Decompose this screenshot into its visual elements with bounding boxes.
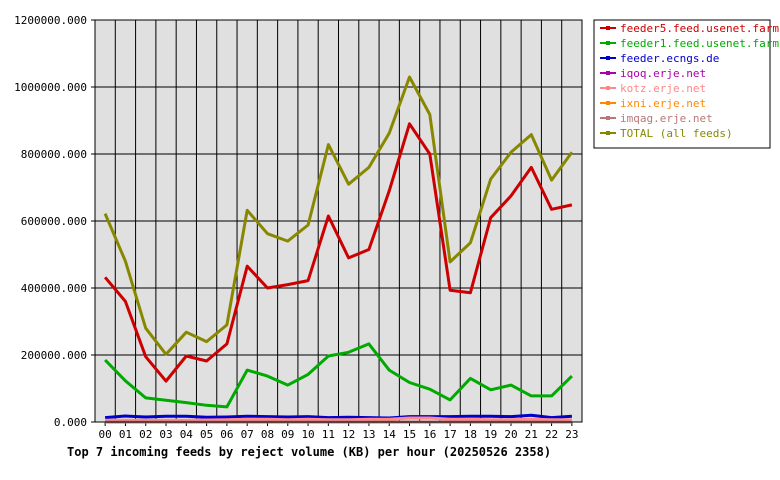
x-tick-label: 19 <box>484 428 497 441</box>
x-tick-label: 02 <box>139 428 152 441</box>
x-tick-label: 13 <box>362 428 375 441</box>
x-tick-label: 12 <box>342 428 355 441</box>
legend-marker <box>606 71 610 75</box>
x-tick-label: 01 <box>119 428 132 441</box>
x-tick-label: 00 <box>99 428 112 441</box>
x-tick-label: 03 <box>159 428 172 441</box>
y-tick-label: 800000.000 <box>21 148 87 161</box>
x-tick-label: 22 <box>545 428 558 441</box>
x-tick-label: 09 <box>281 428 294 441</box>
series-line-7 <box>103 75 574 356</box>
x-tick-label: 06 <box>220 428 233 441</box>
y-tick-label: 600000.000 <box>21 215 87 228</box>
legend-marker <box>606 41 610 45</box>
x-tick-label: 14 <box>383 428 397 441</box>
x-tick-label: 05 <box>200 428 213 441</box>
x-tick-label: 08 <box>261 428 274 441</box>
legend-label: kotz.erje.net <box>620 82 706 95</box>
legend-marker <box>606 56 610 60</box>
y-tick-label: 200000.000 <box>21 349 87 362</box>
x-tick-label: 10 <box>301 428 314 441</box>
plot-frame <box>94 19 583 423</box>
legend-box <box>593 19 771 149</box>
x-tick-label: 16 <box>423 428 436 441</box>
legend-label: feeder5.feed.usenet.farm <box>620 22 779 35</box>
x-tick-label: 18 <box>464 428 477 441</box>
legend: feeder5.feed.usenet.farm feeder1.feed.use… <box>593 19 779 149</box>
chart-title: Top 7 incoming feeds by reject volume (K… <box>67 445 551 459</box>
x-tick-label: 07 <box>241 428 254 441</box>
legend-marker <box>606 131 610 135</box>
y-tick-label: 1200000.000 <box>14 14 87 27</box>
grid-lines <box>95 20 582 422</box>
series-line-1 <box>104 342 573 409</box>
legend-marker <box>606 26 610 30</box>
x-tick-label: 11 <box>322 428 335 441</box>
x-tick-label: 17 <box>443 428 456 441</box>
legend-label: imqag.erje.net <box>620 112 713 125</box>
series-line-0 <box>103 122 573 383</box>
legend-label: feeder.ecngs.de <box>620 52 719 65</box>
legend-label: iqoq.erje.net <box>620 67 706 80</box>
x-tick-label: 04 <box>180 428 194 441</box>
legend-label: TOTAL (all feeds) <box>620 127 733 140</box>
y-tick-label: 400000.000 <box>21 282 87 295</box>
y-tick-label: 1000000.000 <box>14 81 87 94</box>
legend-marker <box>606 116 610 120</box>
x-tick-label: 23 <box>565 428 578 441</box>
x-tick-label: 21 <box>525 428 538 441</box>
series-line-2 <box>104 413 572 420</box>
x-tick-label: 15 <box>403 428 416 441</box>
y-axis-ticks: 0.000 200000.000 400000.000 600000.000 80000… <box>14 14 95 429</box>
legend-label: feeder1.feed.usenet.farm <box>620 37 779 50</box>
series-line-4 <box>105 416 572 422</box>
legend-label: ixni.erje.net <box>620 97 706 110</box>
x-axis-ticks: 00 01 02 03 04 05 06 07 08 09 10 11 12 13 14 15 16 17 18 19… <box>99 422 578 441</box>
legend-marker <box>606 86 610 90</box>
legend-marker <box>606 101 610 105</box>
y-tick-label: 0.000 <box>54 416 87 429</box>
x-tick-label: 20 <box>504 428 517 441</box>
